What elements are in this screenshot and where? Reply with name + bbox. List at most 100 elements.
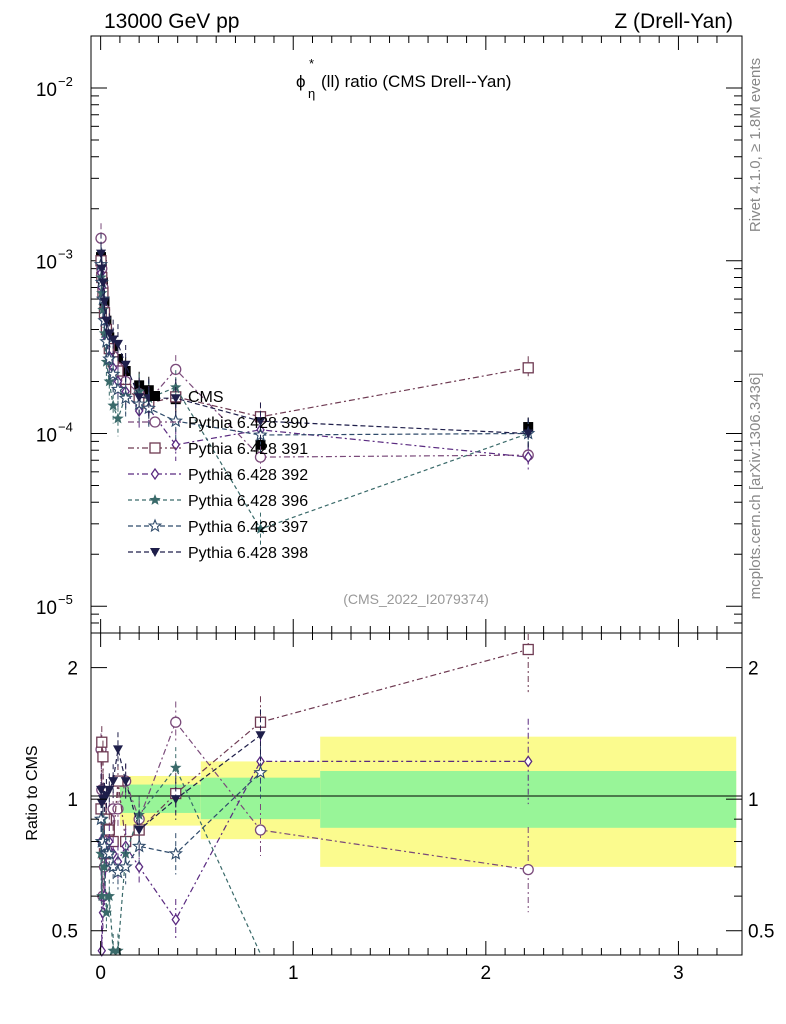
- ratio-data-point: [97, 838, 112, 853]
- xtick-labels: 0 1 2 3: [95, 963, 683, 984]
- main-data-point: [97, 278, 108, 288]
- ratio-ytick-label: 0.5: [52, 922, 78, 943]
- ratio-data-point: [98, 860, 111, 872]
- ratio-data-point: [170, 716, 182, 728]
- main-ytick-label-exp: −5: [58, 592, 73, 607]
- ratio-ylabel: Ratio to CMS: [24, 745, 41, 840]
- ratio-data-point: [100, 906, 113, 918]
- main-ytick-label-exp: −3: [58, 247, 73, 262]
- analysis-watermark: (CMS_2022_I2079374): [343, 591, 489, 607]
- main-ytick-label-exp: −2: [58, 74, 73, 89]
- main-data-point: [107, 399, 119, 411]
- main-data-point: [96, 249, 107, 259]
- main-data-point: [96, 264, 107, 274]
- main-plot-frame: [90, 35, 743, 634]
- rivet-version-label: Rivet 4.1.0, ≥ 1.8M events: [747, 58, 764, 232]
- ratio-data-point: [97, 944, 107, 957]
- main-data-point: [118, 390, 133, 405]
- main-ticks: [91, 35, 742, 634]
- ratio-data-point: [104, 785, 115, 795]
- plot-title-symbol: ϕ: [296, 72, 306, 91]
- ratio-series-line: [100, 772, 261, 874]
- main-data-point: [170, 363, 182, 376]
- main-data-point: [134, 393, 145, 403]
- ratio-data-point: [523, 755, 533, 768]
- ratio-data-point: [93, 811, 109, 826]
- ratio-data-point: [120, 777, 131, 787]
- main-data-point: [133, 385, 145, 397]
- ratio-data-point: [112, 944, 124, 956]
- ratio-data-point: [107, 944, 119, 956]
- main-ytick-labels: 10−210−310−410−5: [36, 74, 73, 619]
- ratio-series: [93, 634, 534, 957]
- main-data-point: [103, 375, 115, 387]
- legend-marker: [149, 442, 161, 454]
- main-data-point: [254, 523, 267, 534]
- ratio-ytick-label: 1: [67, 790, 78, 811]
- main-data-point: [170, 381, 182, 393]
- legend-label: Pythia 6.428 391: [188, 441, 308, 458]
- main-series-line: [100, 264, 529, 436]
- main-series-line: [100, 277, 529, 530]
- main-ytick-label-exp: −4: [58, 419, 73, 434]
- main-ytick-label: 10: [36, 253, 57, 274]
- main-series-line: [100, 260, 529, 418]
- ratio-data-point: [253, 765, 268, 779]
- mcplots-label: mcplots.cern.ch [arXiv:1306.3436]: [747, 373, 764, 600]
- main-series-line: [100, 272, 529, 458]
- main-ytick-label: 10: [36, 598, 57, 619]
- ratio-data-point: [168, 846, 183, 860]
- main-data-point: [104, 329, 115, 339]
- ratio-ytick-label-right: 2: [748, 659, 759, 680]
- main-series-group: [96, 255, 533, 470]
- main-panel: 10−210−310−410−5 ϕ * η (ll) ratio (CMS D…: [36, 35, 743, 634]
- ratio-data-point: [171, 913, 181, 926]
- ratio-data-point: [118, 859, 133, 873]
- ratio-data-point: [97, 751, 109, 763]
- main-series-group: [95, 244, 534, 432]
- ratio-data-point: [103, 890, 115, 901]
- ratio-data-point: [255, 731, 266, 741]
- main-data-point: [522, 362, 534, 374]
- main-data-point: [523, 450, 533, 464]
- ratio-plot-frame: [90, 632, 743, 956]
- main-data-point: [112, 339, 123, 349]
- main-series-group: [93, 245, 536, 453]
- ratio-panel: 2 2 1 1 0.5 0.5 0 1 2 3 Ratio to CMS: [24, 632, 775, 984]
- main-ytick-label: 10: [36, 425, 57, 446]
- ratio-series-group: [96, 718, 533, 957]
- ratio-data-point: [522, 643, 534, 656]
- ratio-data-point: [134, 860, 144, 874]
- plot-title-rest: (ll) ratio (CMS Drell--Yan): [321, 72, 511, 91]
- legend-label: CMS: [188, 389, 224, 406]
- legend-label: Pythia 6.428 398: [188, 545, 308, 562]
- header-right: Z (Drell-Yan): [614, 10, 733, 33]
- main-data-point: [98, 327, 111, 339]
- legend: CMS Pythia 6.428 390 Pythia 6.428 391 Pythi…: [128, 389, 308, 562]
- xtick-label: 1: [288, 963, 299, 984]
- header-left: 13000 GeV pp: [104, 10, 239, 33]
- main-data-point: [99, 297, 110, 307]
- ratio-ticks: [91, 633, 742, 955]
- main-series-group: [95, 259, 534, 546]
- main-data-point: [523, 429, 534, 439]
- main-series-line: [100, 238, 529, 458]
- ratio-data-point: [522, 863, 534, 876]
- legend-marker: [150, 548, 160, 557]
- main-data-point: [170, 394, 181, 404]
- ratio-ytick-labels: 2 2 1 1 0.5 0.5: [52, 659, 775, 943]
- ratio-series-group: [96, 709, 266, 849]
- ratio-ytick-label: 2: [67, 659, 78, 680]
- main-series: [93, 223, 536, 546]
- plot-title: ϕ: [296, 72, 306, 91]
- plot-title-sup: *: [309, 56, 314, 71]
- xtick-label: 3: [673, 963, 684, 984]
- legend-label: Pythia 6.428 396: [188, 493, 308, 510]
- main-data-point: [110, 381, 126, 396]
- main-series-group: [96, 233, 534, 450]
- legend-label: Pythia 6.428 390: [188, 415, 308, 432]
- main-data-point: [171, 438, 181, 451]
- main-data-point: [168, 413, 183, 428]
- main-series-line: [100, 253, 529, 435]
